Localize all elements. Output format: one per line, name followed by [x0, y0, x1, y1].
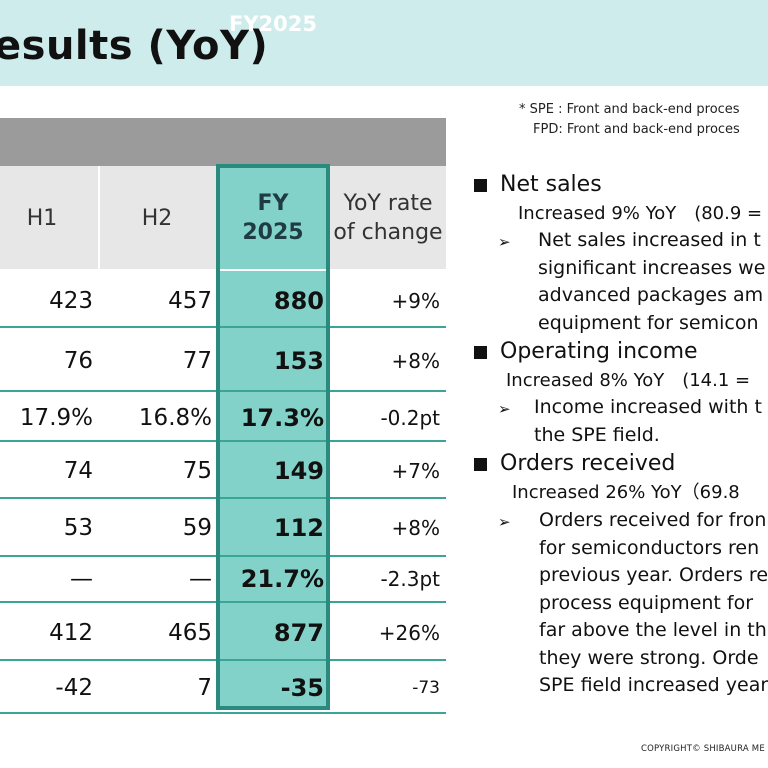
column-header-yoy-line1: YoY rate [343, 191, 433, 216]
cell-yoy: -2.3pt [380, 567, 440, 591]
cell-h1: -42 [55, 675, 93, 701]
cell-yoy: -0.2pt [380, 406, 440, 430]
footnote-spe: * SPE : Front and back-end proces [519, 102, 740, 117]
cell-fy: 877 [273, 619, 324, 647]
cell-fy: 149 [273, 457, 324, 485]
footnote-fpd: FPD: Front and back-end proces [533, 122, 740, 137]
row-divider [0, 269, 446, 271]
column-header-fy-line2: 2025 [242, 220, 304, 245]
cell-h1: 53 [63, 515, 93, 541]
cell-yoy: +9% [391, 289, 441, 313]
column-header-fy: FY 2025 [218, 166, 328, 270]
arrow-bullet-icon: ➢ [498, 233, 511, 251]
cell-h1: — [70, 566, 93, 592]
row-divider [0, 497, 446, 499]
row-divider [0, 712, 446, 714]
detail-line: Orders received for fron [539, 509, 767, 531]
cell-h2: 7 [197, 675, 212, 701]
cell-yoy: +8% [391, 516, 441, 540]
cell-h1: 412 [49, 620, 93, 646]
cell-h2: — [189, 566, 212, 592]
row-divider [0, 555, 446, 557]
cell-h2: 16.8% [138, 405, 212, 431]
cell-yoy: +8% [391, 349, 441, 373]
column-header-h1: H1 [26, 205, 58, 231]
page-title: esults (YoY) [0, 23, 269, 69]
column-divider [98, 166, 100, 270]
detail-line: Income increased with t [534, 396, 762, 418]
cell-yoy: +26% [378, 621, 440, 645]
detail-line: for semiconductors ren [539, 536, 760, 559]
fy-column-frame [216, 164, 330, 710]
section-heading: Operating income [500, 339, 698, 364]
column-header-background-yoy [328, 166, 446, 270]
column-header-yoy-line2: of change [333, 220, 443, 245]
row-divider [0, 326, 446, 328]
cell-yoy: +7% [391, 459, 441, 483]
cell-yoy: -73 [412, 678, 440, 698]
detail-line: SPE field increased year [539, 674, 768, 696]
square-bullet-icon [474, 458, 487, 471]
cell-h2: 77 [182, 348, 212, 374]
section-heading: Net sales [500, 172, 602, 197]
detail-line: process equipment for [539, 591, 754, 614]
section-heading: Orders received [500, 451, 676, 476]
cell-fy: 112 [273, 514, 324, 542]
detail-line: they were strong. Orde [539, 646, 759, 669]
cell-h1: 17.9% [19, 405, 93, 431]
cell-h2: 75 [182, 458, 212, 484]
cell-h1: 423 [49, 288, 93, 314]
section-summary: Increased 8% YoY (14.1 = [506, 370, 751, 391]
column-header-yoy: YoY rate of change [330, 166, 446, 270]
arrow-bullet-icon: ➢ [498, 513, 511, 531]
detail-line: the SPE field. [534, 423, 660, 446]
detail-line: advanced packages am [538, 284, 764, 306]
cell-h2: 465 [168, 620, 212, 646]
section-summary: Increased 26% YoY（69.8 [512, 482, 740, 503]
detail-line: significant increases we [538, 256, 766, 279]
square-bullet-icon [474, 346, 487, 359]
square-bullet-icon [474, 179, 487, 192]
cell-h1: 74 [63, 458, 93, 484]
detail-line: equipment for semicon [538, 311, 759, 334]
section-summary: Increased 9% YoY (80.9 = [518, 203, 763, 224]
cell-fy: 153 [273, 347, 324, 375]
column-header-h2: H2 [141, 205, 173, 231]
cell-h1: 76 [63, 348, 93, 374]
arrow-bullet-icon: ➢ [498, 400, 511, 418]
cell-fy: 21.7% [240, 565, 324, 593]
period-header-label: FY2025 [229, 12, 317, 36]
column-header-background [0, 166, 218, 270]
cell-fy: 17.3% [240, 404, 324, 432]
cell-h2: 59 [182, 515, 212, 541]
detail-line: Net sales increased in t [538, 229, 761, 251]
row-divider [0, 601, 446, 603]
row-divider [0, 390, 446, 392]
fy-column-highlight [218, 166, 328, 708]
column-header-fy-line1: FY [257, 191, 289, 216]
detail-line: far above the level in th [539, 619, 767, 641]
copyright-notice: COPYRIGHT© SHIBAURA ME [641, 744, 765, 754]
row-divider [0, 440, 446, 442]
row-divider [0, 659, 446, 661]
cell-h2: 457 [168, 288, 212, 314]
title-bar [0, 0, 768, 86]
cell-fy: 880 [273, 287, 324, 315]
detail-line: previous year. Orders re [539, 564, 768, 586]
period-header-bar [0, 118, 446, 166]
cell-fy: -35 [280, 674, 324, 702]
